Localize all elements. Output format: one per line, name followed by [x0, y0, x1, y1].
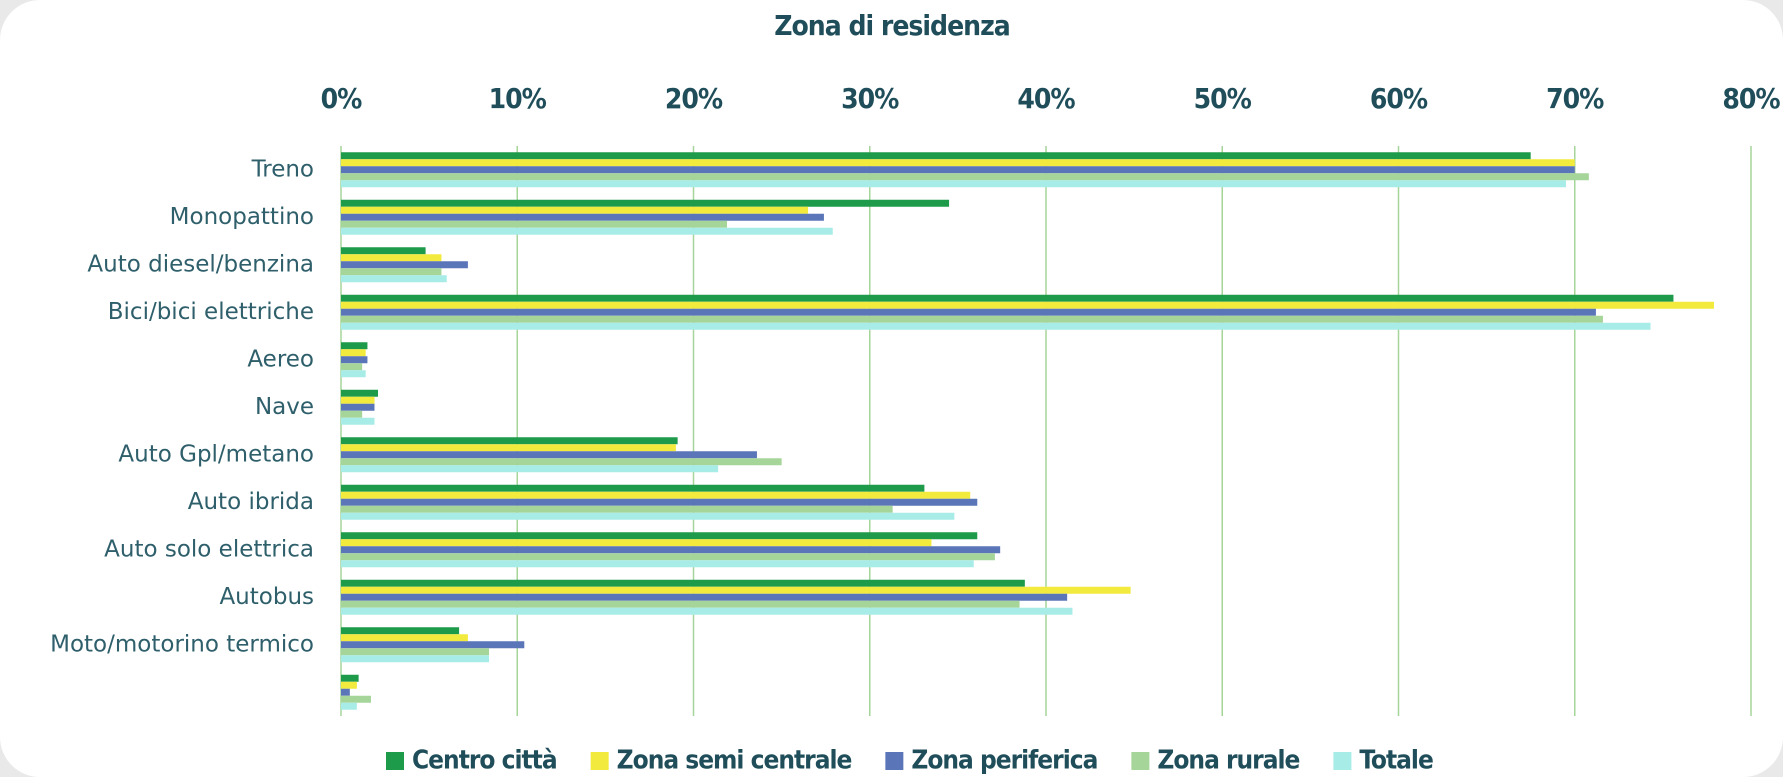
- bar: [341, 254, 442, 262]
- bar: [341, 294, 1674, 302]
- bar: [341, 560, 974, 568]
- bar: [341, 322, 1651, 330]
- bar: [341, 553, 995, 561]
- bar: [341, 451, 757, 459]
- bar: [341, 166, 1575, 174]
- bar: [341, 410, 363, 418]
- bar: [341, 396, 375, 404]
- bar: [341, 349, 366, 357]
- bar: [341, 627, 460, 635]
- bar: [341, 484, 925, 492]
- legend-swatch: [1333, 752, 1352, 770]
- bar: [341, 213, 824, 221]
- bar: [341, 159, 1575, 167]
- bar: [341, 389, 379, 397]
- x-tick-label: 70%: [1546, 82, 1604, 115]
- x-tick-label: 60%: [1370, 82, 1428, 115]
- bar: [341, 152, 1531, 160]
- bar: [341, 227, 833, 235]
- bar: [341, 458, 782, 466]
- bar: [341, 491, 971, 499]
- bar: [341, 688, 350, 696]
- bar: [341, 695, 371, 703]
- bar: [341, 356, 368, 364]
- legend-swatch: [1131, 752, 1150, 770]
- legend-label: Zona rurale: [1157, 746, 1299, 776]
- x-tick-label: 80%: [1722, 82, 1780, 115]
- bar: [341, 532, 978, 540]
- bar: [341, 512, 955, 520]
- x-tick-label: 10%: [489, 82, 547, 115]
- y-tick-label: Monopattino: [170, 204, 314, 230]
- bar: [341, 342, 368, 350]
- y-tick-label: Moto/motorino termico: [50, 631, 314, 657]
- x-tick-label: 20%: [665, 82, 723, 115]
- legend-label: Centro città: [412, 746, 557, 776]
- bar: [341, 199, 950, 207]
- bar: [341, 600, 1020, 608]
- y-tick-label: Autobus: [219, 584, 314, 610]
- y-tick-label: Auto ibrida: [188, 489, 314, 515]
- x-tick-label: 50%: [1194, 82, 1252, 115]
- bar: [341, 498, 978, 506]
- bar: [341, 593, 1068, 601]
- bar: [341, 505, 893, 513]
- bar: [341, 586, 1131, 594]
- bar: [341, 247, 426, 255]
- bar: [341, 539, 932, 547]
- bar: [341, 275, 447, 283]
- bar: [341, 363, 363, 371]
- bar: [341, 648, 490, 656]
- bar: [341, 417, 375, 425]
- y-tick-label: Bici/bici elettriche: [108, 299, 314, 325]
- y-tick-label: Auto diesel/benzina: [87, 251, 314, 277]
- bar: [341, 180, 1566, 188]
- bar: [341, 315, 1603, 323]
- legend-swatch: [590, 752, 609, 770]
- bar: [341, 546, 1001, 554]
- bar: [341, 220, 727, 228]
- bar: [341, 607, 1073, 615]
- x-tick-label: 40%: [1017, 82, 1075, 115]
- x-tick-label: 30%: [841, 82, 899, 115]
- bar: [341, 674, 359, 682]
- legend-label: Totale: [1359, 746, 1433, 776]
- bar: [341, 403, 375, 411]
- bar: [341, 681, 357, 689]
- legend-swatch: [386, 752, 404, 770]
- y-tick-label: Auto solo elettrica: [104, 536, 314, 562]
- y-tick-label: Auto Gpl/metano: [118, 441, 314, 467]
- legend-label: Zona semi centrale: [617, 746, 852, 776]
- x-tick-label: 0%: [321, 82, 363, 115]
- y-tick-label: Treno: [251, 156, 314, 182]
- bar: [341, 173, 1589, 181]
- bar: [341, 465, 719, 473]
- bar: [341, 437, 678, 445]
- bar: [341, 261, 468, 269]
- bar: [341, 702, 357, 710]
- bar: [341, 444, 676, 452]
- bar: [341, 579, 1025, 587]
- bar: [341, 655, 490, 663]
- bar: [341, 641, 525, 649]
- bar: [341, 301, 1714, 309]
- legend-swatch: [885, 752, 904, 770]
- chart-title: Zona di residenza: [774, 9, 1010, 42]
- y-tick-label: Aereo: [247, 346, 314, 372]
- bar: [341, 370, 366, 378]
- bar: [341, 308, 1596, 316]
- bar: [341, 634, 468, 642]
- y-tick-label: Nave: [255, 394, 314, 420]
- legend-label: Zona periferica: [911, 746, 1097, 776]
- bar: [341, 268, 442, 276]
- bar: [341, 206, 809, 214]
